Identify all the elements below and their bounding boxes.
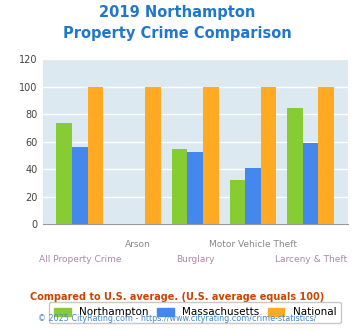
Text: Burglary: Burglary — [176, 255, 214, 264]
Bar — [56, 123, 72, 224]
Text: Larceny & Theft: Larceny & Theft — [274, 255, 347, 264]
Text: Arson: Arson — [125, 240, 151, 249]
Bar — [203, 87, 219, 224]
Bar — [287, 108, 303, 224]
Bar — [230, 181, 245, 224]
Bar — [187, 151, 203, 224]
Text: © 2025 CityRating.com - https://www.cityrating.com/crime-statistics/: © 2025 CityRating.com - https://www.city… — [38, 314, 317, 323]
Legend: Northampton, Massachusetts, National: Northampton, Massachusetts, National — [49, 302, 342, 323]
Text: All Property Crime: All Property Crime — [39, 255, 121, 264]
Bar — [172, 149, 187, 224]
Bar — [318, 87, 334, 224]
Text: Compared to U.S. average. (U.S. average equals 100): Compared to U.S. average. (U.S. average … — [31, 292, 324, 302]
Text: Property Crime Comparison: Property Crime Comparison — [63, 26, 292, 41]
Bar — [72, 148, 88, 224]
Bar — [245, 168, 261, 224]
Bar — [88, 87, 103, 224]
Text: 2019 Northampton: 2019 Northampton — [99, 5, 256, 20]
Bar — [145, 87, 161, 224]
Text: Motor Vehicle Theft: Motor Vehicle Theft — [209, 240, 297, 249]
Bar — [261, 87, 276, 224]
Bar — [303, 143, 318, 224]
